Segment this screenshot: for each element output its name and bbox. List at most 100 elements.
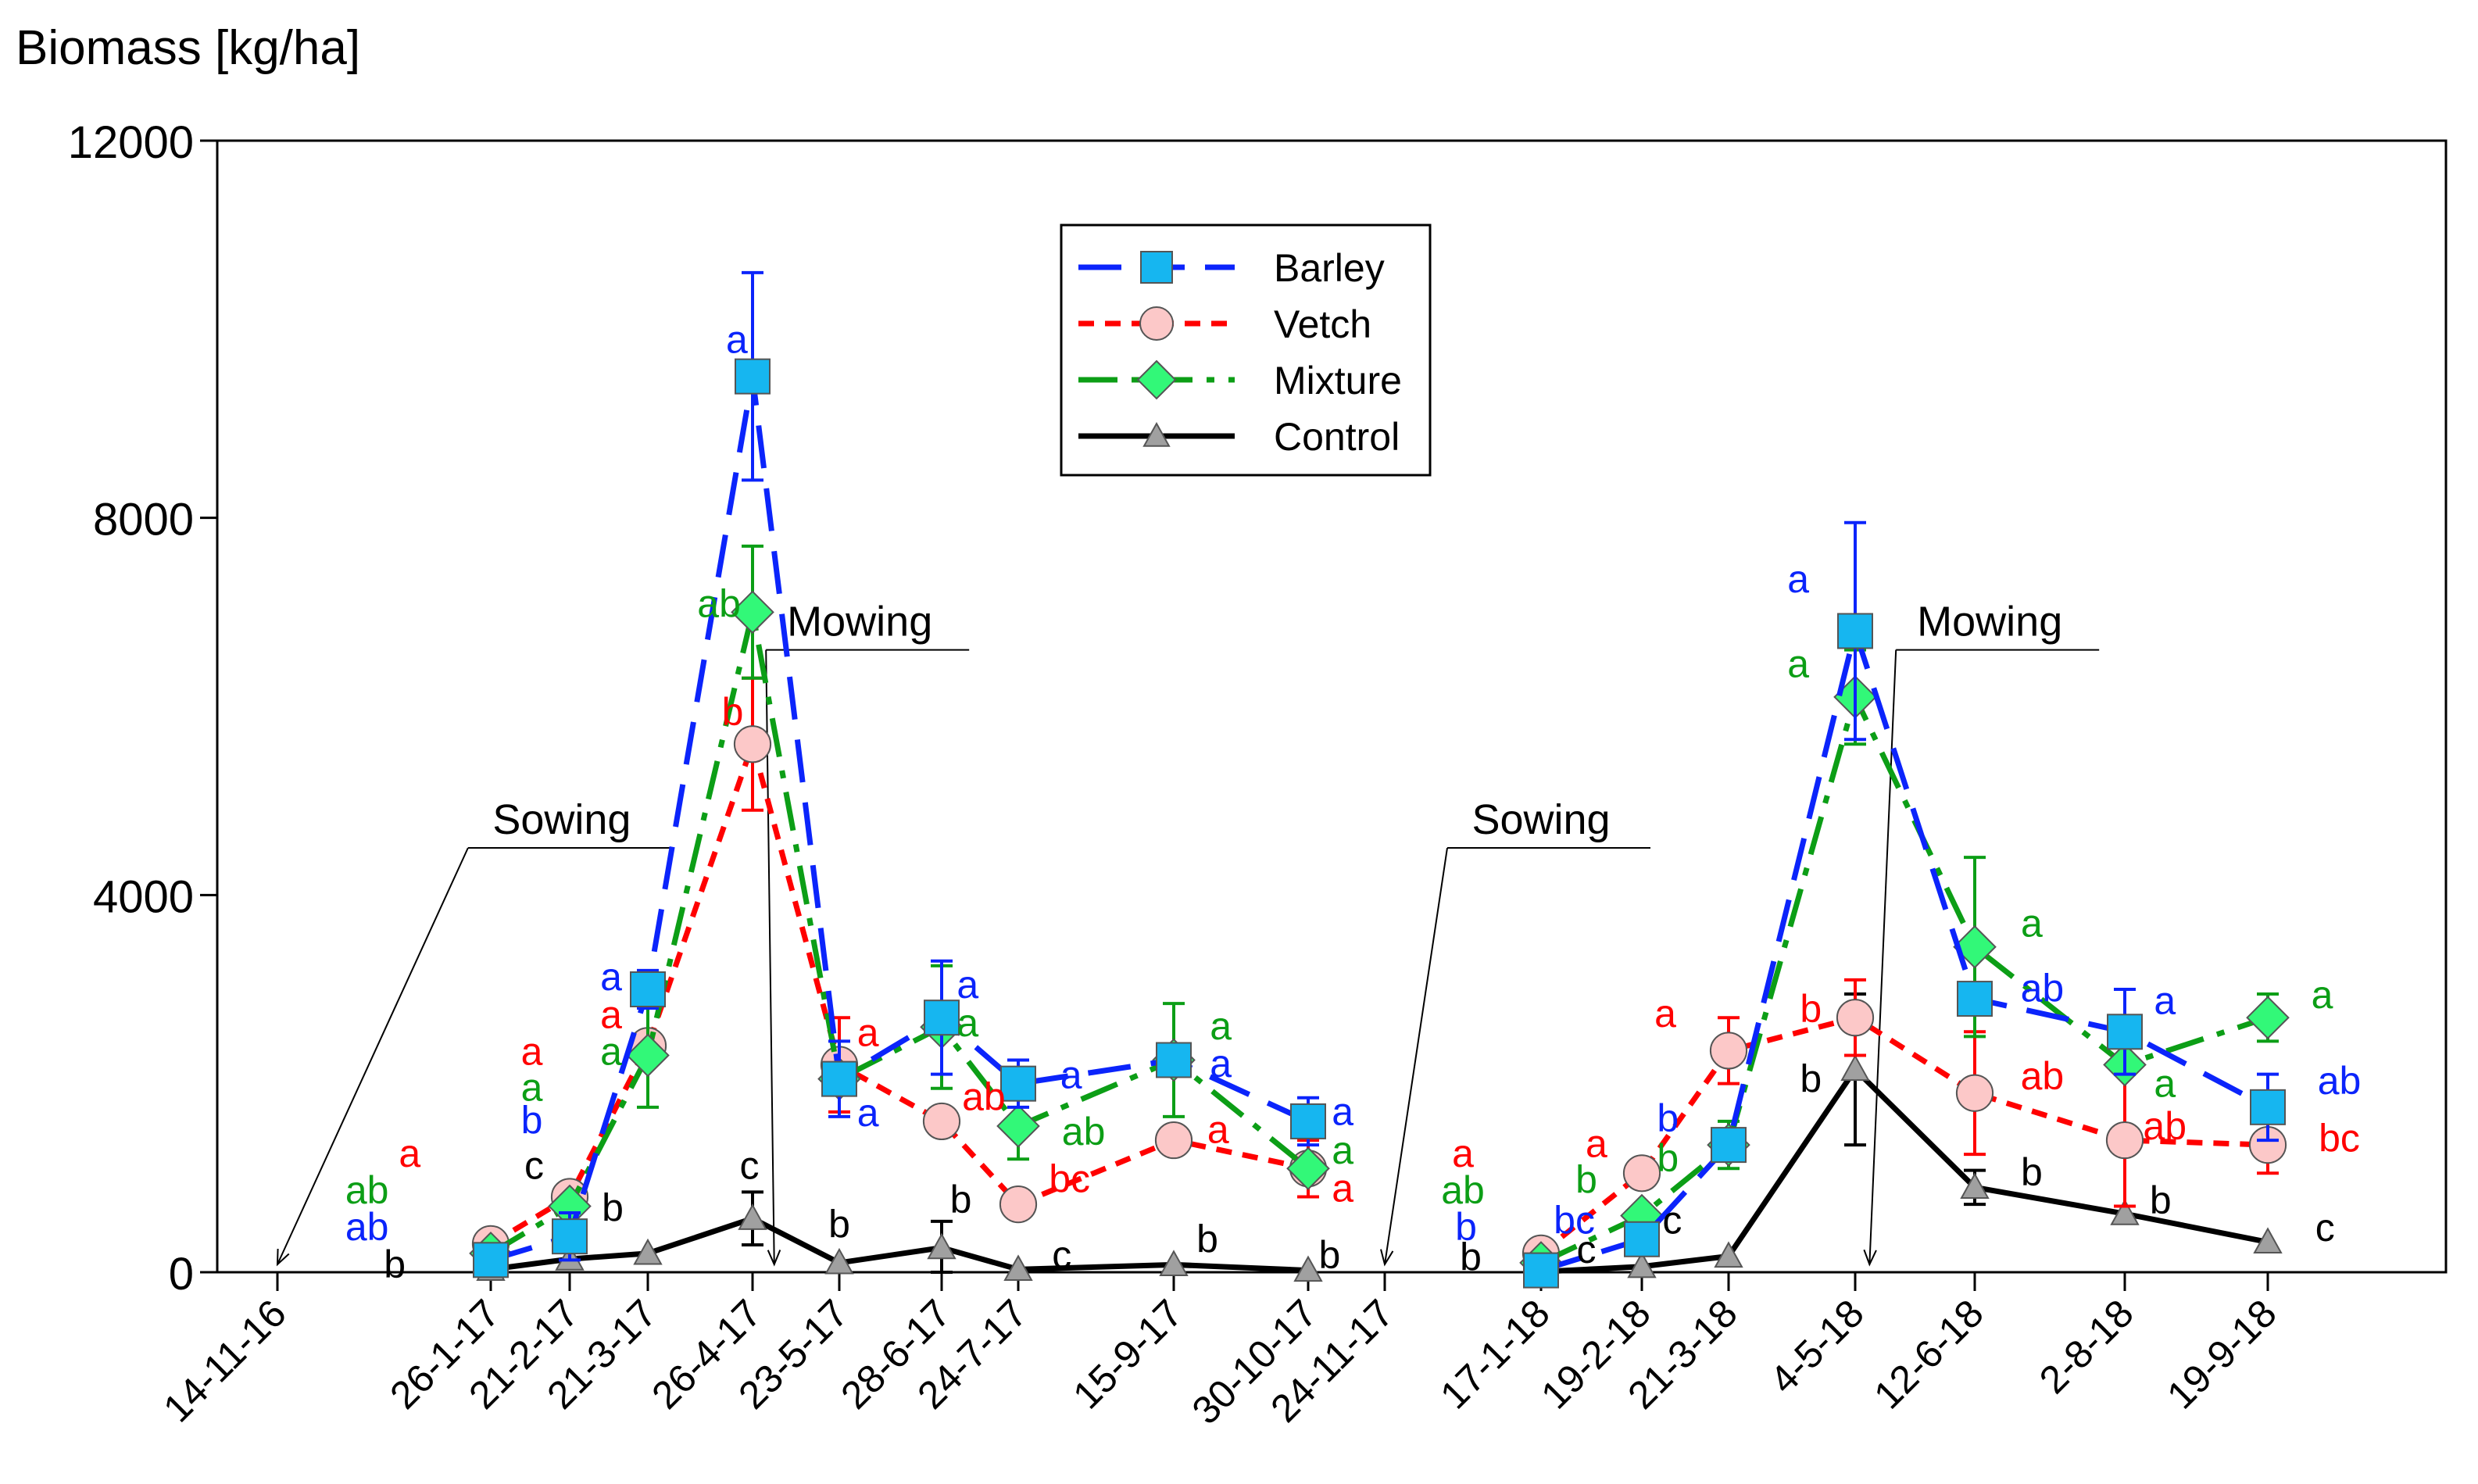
significance-letter: b <box>521 1099 543 1143</box>
point-barley <box>1290 1103 1326 1139</box>
y-tick-label: 4000 <box>93 871 194 922</box>
point-barley <box>1000 1065 1036 1102</box>
point-control <box>738 1203 767 1230</box>
y-tick-label: 0 <box>169 1249 194 1300</box>
y-tick-label: 12000 <box>68 117 194 168</box>
significance-letter: c <box>739 1143 759 1187</box>
point-barley <box>1523 1252 1559 1289</box>
point-control <box>633 1238 663 1265</box>
significance-letter: c <box>1052 1233 1071 1277</box>
point-control <box>1293 1255 1323 1282</box>
x-tick-label: 19-9-18 <box>2158 1291 2284 1417</box>
significance-letter: a <box>399 1132 420 1175</box>
point-vetch <box>922 1102 961 1141</box>
point-barley <box>2107 1014 2143 1050</box>
significance-letter: a <box>1210 1042 1232 1085</box>
annotation-leader <box>1868 649 1897 1265</box>
significance-letter: a <box>1332 1090 1353 1134</box>
significance-letter: a <box>1452 1132 1474 1175</box>
point-barley <box>2250 1089 2286 1125</box>
point-barley <box>735 358 771 395</box>
point-barley <box>924 999 960 1036</box>
annotation-leader <box>1384 847 1448 1265</box>
point-mixture <box>626 1033 670 1078</box>
significance-letter: a <box>1060 1053 1082 1097</box>
significance-letter: a <box>1332 1128 1353 1172</box>
significance-letter: b <box>950 1178 972 1221</box>
point-vetch <box>999 1185 1038 1224</box>
significance-letter: a <box>521 1065 543 1109</box>
significance-letter: a <box>521 1029 543 1073</box>
data-series <box>469 270 2290 1289</box>
point-barley <box>1837 613 1873 649</box>
significance-letter: b <box>1455 1205 1477 1249</box>
y-tick-label: 8000 <box>93 495 194 545</box>
significance-letter: ab <box>697 581 741 625</box>
significance-letter: a <box>2154 1061 2176 1105</box>
significance-letter: ab <box>962 1075 1006 1118</box>
point-mixture <box>1286 1146 1330 1191</box>
significance-letter: b <box>384 1243 406 1286</box>
point-vetch <box>2105 1121 2144 1160</box>
annotation-label: Mowing <box>1917 599 2062 645</box>
legend-label-mixture: Mixture <box>1274 359 1402 402</box>
significance-letter: c <box>524 1143 544 1187</box>
significance-letter: a <box>957 963 978 1007</box>
significance-letter: b <box>1460 1235 1482 1278</box>
legend-label-vetch: Vetch <box>1274 302 1371 346</box>
point-control <box>1840 1054 1870 1082</box>
point-mixture <box>2246 996 2290 1040</box>
significance-letter: a <box>600 1029 622 1073</box>
significance-letter: ab <box>1441 1168 1485 1212</box>
x-tick-label: 14-11-16 <box>155 1291 295 1431</box>
significance-letter: b <box>1800 1057 1822 1100</box>
point-vetch <box>1709 1032 1748 1070</box>
legend-marker-barley <box>1140 251 1173 284</box>
significance-letter: ab <box>345 1168 389 1212</box>
point-barley <box>821 1060 857 1097</box>
significance-letter: c <box>1577 1228 1597 1271</box>
significance-letter: a <box>1787 642 1809 685</box>
significance-letter: ab <box>345 1205 389 1249</box>
series-line-mixture <box>489 609 1311 1256</box>
significance-letter: ab <box>1062 1110 1106 1153</box>
point-control <box>1627 1251 1657 1278</box>
significance-letter: a <box>2154 978 2176 1022</box>
point-mixture <box>731 590 774 635</box>
point-control <box>1960 1172 1990 1199</box>
point-barley <box>1624 1221 1660 1257</box>
point-vetch <box>1154 1121 1193 1160</box>
point-barley <box>1957 981 1993 1017</box>
point-mixture <box>996 1104 1040 1148</box>
significance-letter: ab <box>2318 1059 2362 1103</box>
significance-letter: a <box>600 992 622 1036</box>
point-barley <box>630 971 666 1007</box>
significance-letter: ab <box>2143 1104 2187 1148</box>
plot-frame <box>216 139 2448 1274</box>
significance-letter: a <box>1210 1004 1232 1048</box>
annotation-arrowhead <box>767 1250 781 1267</box>
significance-letter: b <box>722 690 744 734</box>
point-barley <box>1156 1042 1192 1078</box>
significance-letter: bc <box>1049 1157 1090 1200</box>
point-control <box>1003 1254 1033 1281</box>
significance-letter: bc <box>2319 1116 2360 1160</box>
significance-letter: b <box>828 1202 850 1246</box>
significance-letter: a <box>857 1091 879 1135</box>
significance-letters: aababbaabcaaabaabbcaabaaabbaabbccaaabaaa… <box>345 317 2361 1286</box>
x-tick-label: 2-8-18 <box>2031 1291 2142 1402</box>
point-control <box>2110 1199 2140 1225</box>
point-mixture <box>1953 924 1997 969</box>
significance-letter: b <box>2021 1150 2043 1194</box>
x-tick-label: 12-6-18 <box>1865 1291 1991 1417</box>
event-annotations: Sowing Mowing Sowing Mowing <box>276 599 2100 1267</box>
legend-label-control: Control <box>1274 415 1400 459</box>
x-tick-label: 4-5-18 <box>1761 1291 1872 1402</box>
significance-letter: a <box>1787 557 1809 601</box>
x-tick-label: 17-1-18 <box>1432 1291 1557 1417</box>
significance-letter: b <box>2150 1178 2172 1222</box>
point-vetch <box>1836 999 1875 1037</box>
point-barley <box>552 1218 588 1255</box>
x-tick-label: 15-9-17 <box>1064 1291 1190 1417</box>
